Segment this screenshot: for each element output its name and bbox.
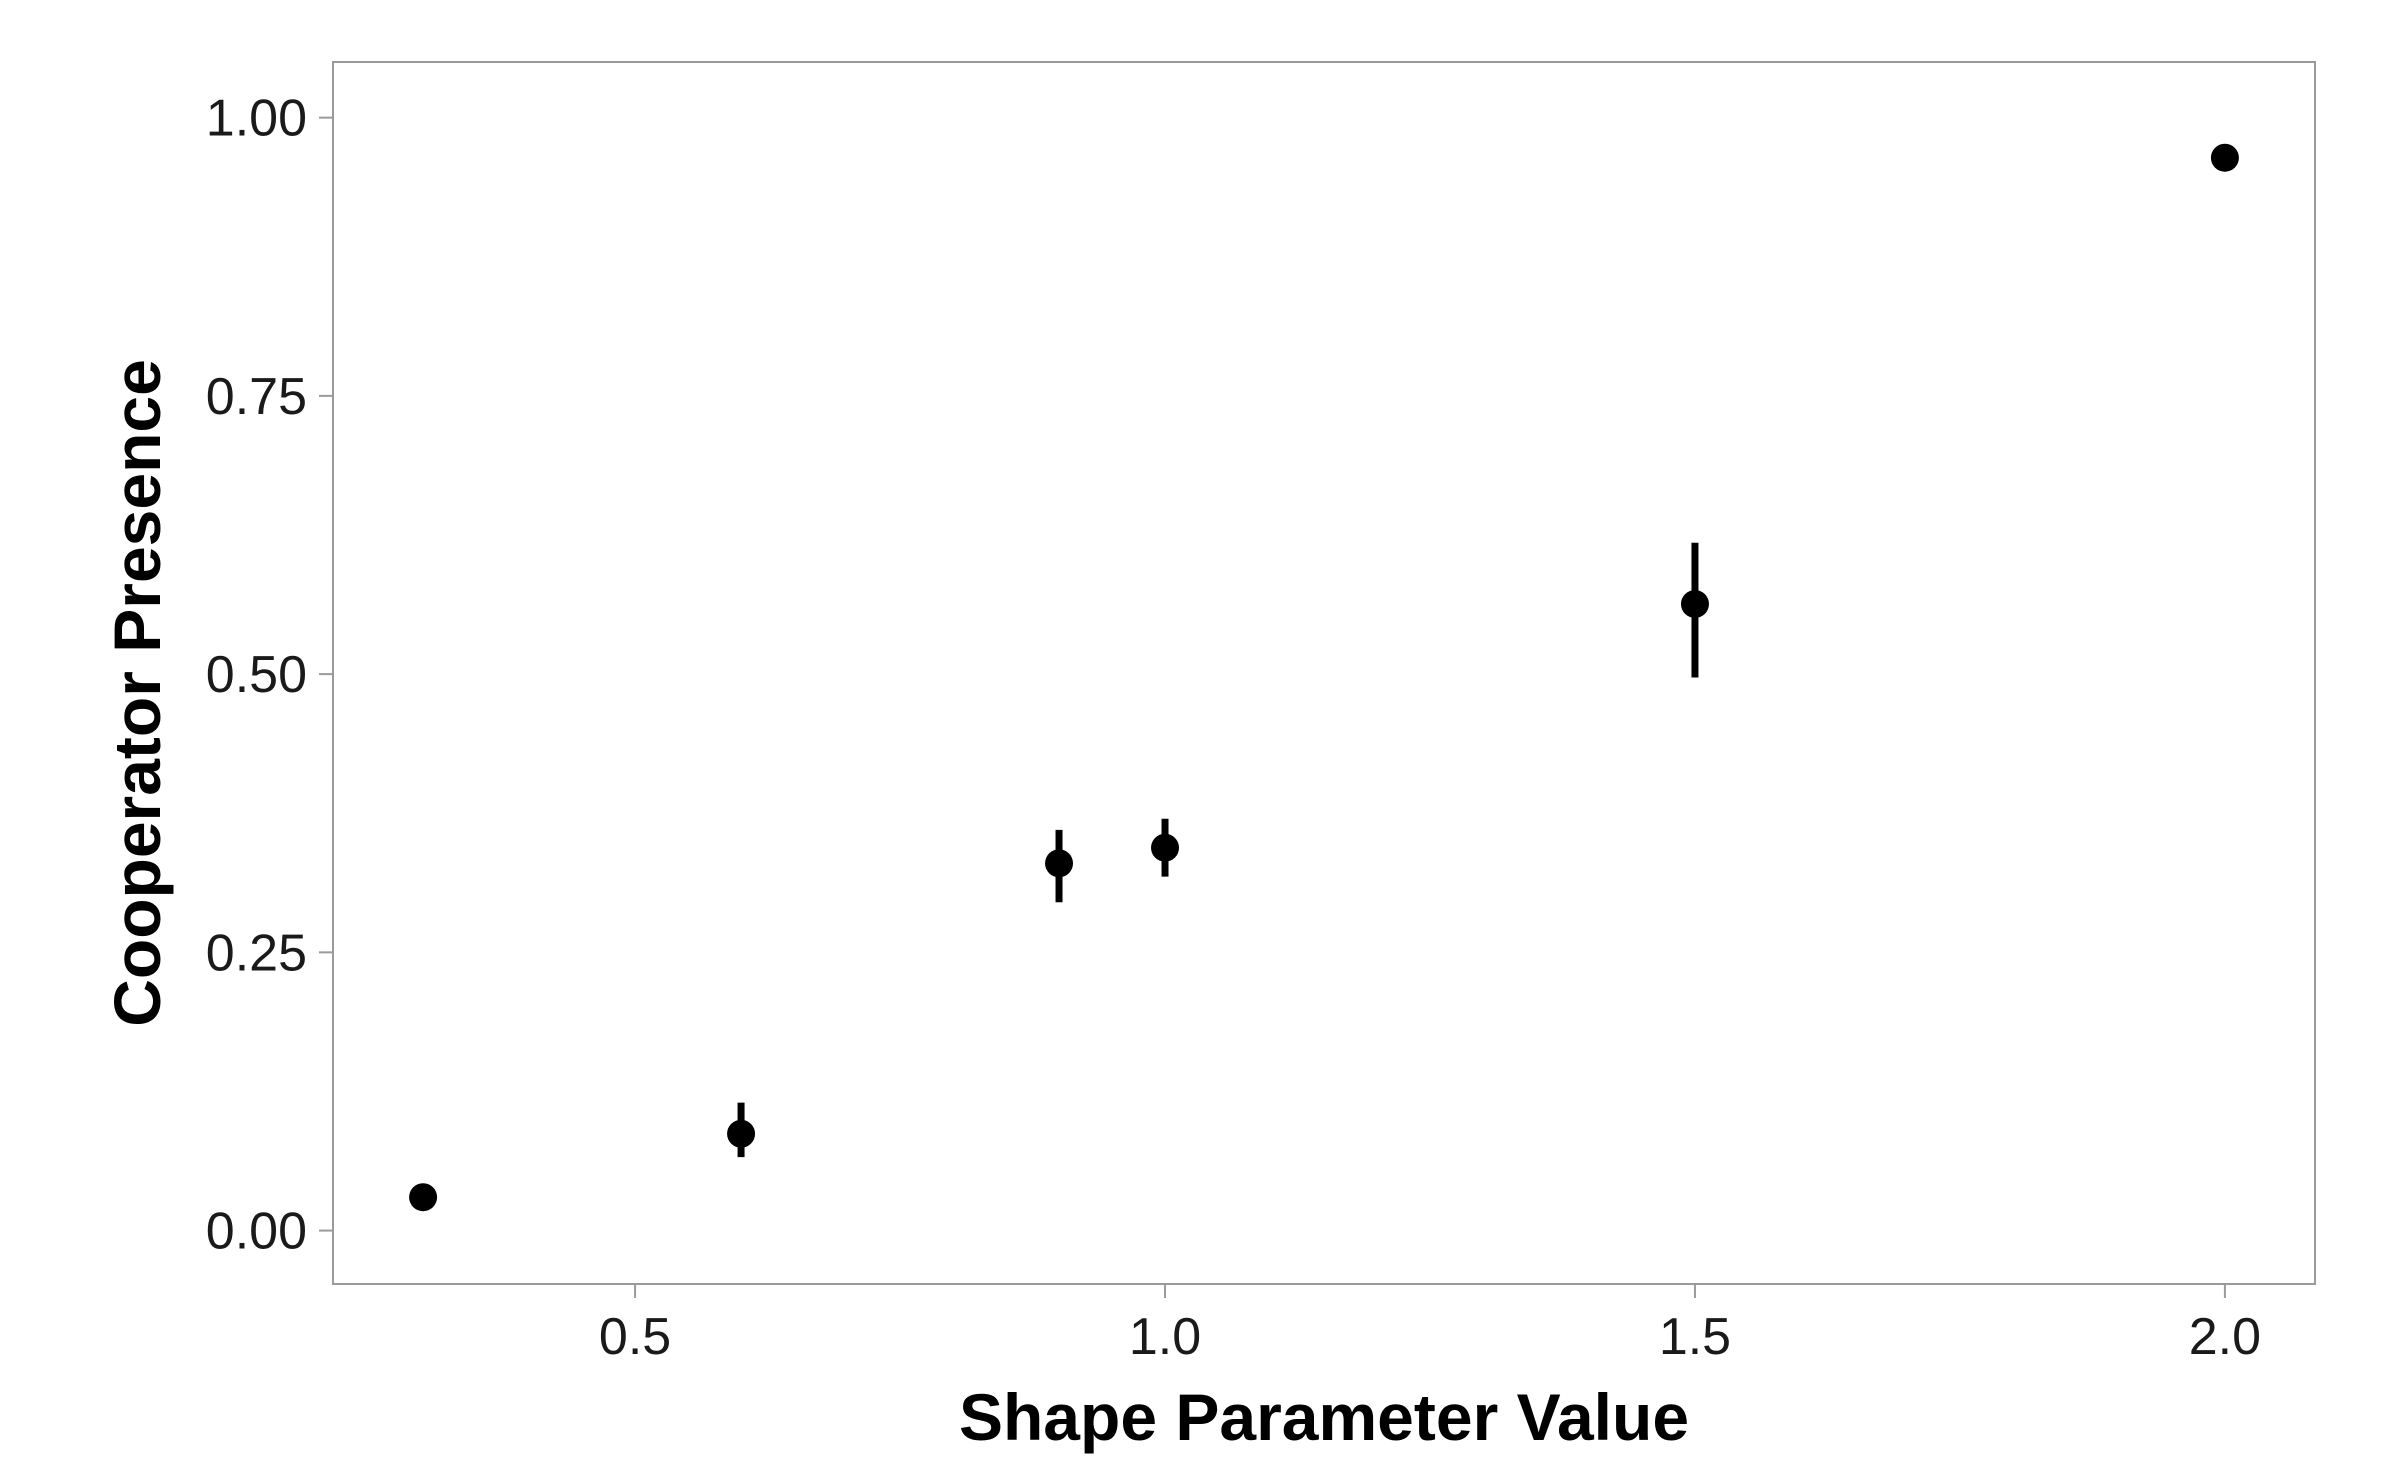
x-tick-label: 0.5 [599, 1308, 671, 1366]
x-tick-label: 1.5 [1659, 1308, 1731, 1366]
y-tick-label: 0.25 [206, 924, 307, 982]
data-points [409, 143, 2239, 1212]
x-axis-title: Shape Parameter Value [959, 1380, 1689, 1454]
y-tick-label: 0.50 [206, 646, 307, 704]
data-point [2210, 143, 2239, 172]
y-axis-title: Cooperator Presence [100, 359, 174, 1027]
x-tick-label: 2.0 [2189, 1308, 2261, 1366]
y-tick-label: 0.00 [206, 1203, 307, 1261]
data-point [1045, 849, 1074, 878]
data-point [1151, 833, 1180, 862]
plot-frame [332, 61, 2316, 1285]
y-tick-label: 0.75 [206, 368, 307, 426]
x-tick-label: 1.0 [1129, 1308, 1201, 1366]
x-axis: 0.5 1.0 1.5 2.0 [599, 1284, 2261, 1366]
data-point [409, 1183, 438, 1212]
data-point [1680, 589, 1709, 618]
y-axis: 0.00 0.25 0.50 0.75 1.00 [206, 90, 333, 1261]
y-tick-label: 1.00 [206, 90, 307, 148]
data-point [727, 1119, 756, 1148]
